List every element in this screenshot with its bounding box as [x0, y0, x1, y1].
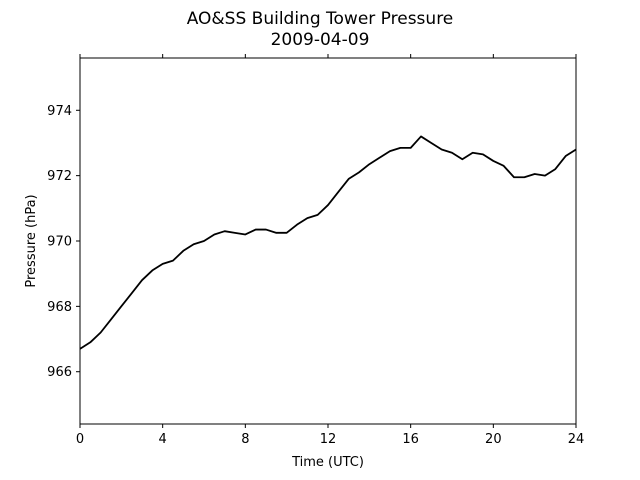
x-tick-label: 0 — [76, 432, 84, 447]
y-tick-label: 966 — [47, 365, 72, 380]
y-tick-label: 974 — [47, 104, 72, 119]
pressure-series-line — [79, 135, 577, 350]
x-tick-label: 20 — [485, 432, 502, 447]
y-tick-label: 972 — [47, 169, 72, 184]
chart-subtitle: 2009-04-09 — [271, 30, 370, 50]
y-tick-label: 968 — [47, 300, 72, 315]
y-tick-label: 970 — [47, 235, 72, 250]
x-tick-label: 24 — [568, 432, 585, 447]
plot-area-frame — [79, 57, 577, 425]
x-tick-label: 16 — [402, 432, 419, 447]
tick-layer: 0 4 8 12 16 20 24 966 968 970 972 974 — [47, 54, 584, 447]
x-axis-label: Time (UTC) — [291, 455, 364, 470]
x-tick-label: 8 — [241, 432, 249, 447]
y-axis-label: Pressure (hPa) — [24, 194, 39, 287]
chart-title: AO&SS Building Tower Pressure — [187, 9, 454, 29]
x-tick-label: 12 — [320, 432, 337, 447]
x-tick-label: 4 — [159, 432, 167, 447]
